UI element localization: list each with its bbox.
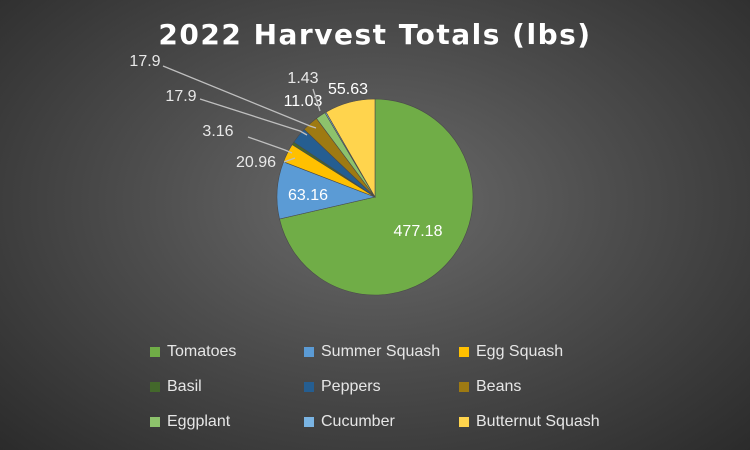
data-label-peppers: 17.9	[165, 88, 196, 105]
chart-title: 2022 Harvest Totals (lbs)	[158, 18, 592, 51]
legend-item-eggplant: Eggplant	[150, 412, 230, 432]
leader-line-cucumber	[312, 88, 321, 112]
legend-swatch	[304, 382, 314, 392]
legend-item-beans: Beans	[459, 377, 521, 397]
leader-line-peppers	[199, 98, 308, 136]
legend-swatch	[150, 347, 160, 357]
data-label-butternut-squash: 55.63	[328, 81, 368, 98]
legend-label: Basil	[167, 378, 202, 395]
leader-line-egg-squash	[283, 157, 296, 163]
legend-item-tomatoes: Tomatoes	[150, 342, 236, 362]
legend-item-butternut-squash: Butternut Squash	[459, 412, 600, 432]
legend-swatch	[304, 347, 314, 357]
legend-label: Eggplant	[167, 413, 231, 430]
legend-swatch	[459, 347, 469, 357]
legend-label: Egg Squash	[476, 343, 564, 360]
legend-item-peppers: Peppers	[304, 377, 381, 397]
data-label-basil: 3.16	[202, 123, 233, 140]
data-label-cucumber: 1.43	[287, 70, 318, 87]
legend-label: Peppers	[321, 378, 381, 395]
data-label-beans: 17.9	[129, 53, 160, 70]
leader-line-beans	[162, 65, 317, 129]
legend-label: Butternut Squash	[476, 413, 600, 430]
pie-slice-butternut-squash	[325, 98, 376, 199]
legend-swatch	[459, 382, 469, 392]
legend-item-basil: Basil	[150, 377, 202, 397]
legend-label: Cucumber	[321, 413, 395, 430]
legend-swatch	[459, 417, 469, 427]
legend-item-summer-squash: Summer Squash	[304, 342, 440, 362]
legend-swatch	[150, 382, 160, 392]
legend-item-egg-squash: Egg Squash	[459, 342, 563, 362]
legend-swatch	[150, 417, 160, 427]
data-label-summer-squash: 63.16	[288, 187, 328, 204]
data-label-egg-squash: 20.96	[236, 154, 276, 171]
pie-slice-tomatoes	[279, 98, 474, 296]
data-label-tomatoes: 477.18	[394, 223, 443, 240]
leader-line-basil	[247, 136, 293, 154]
legend-label: Tomatoes	[167, 343, 237, 360]
data-label-eggplant: 11.03	[284, 93, 323, 110]
legend-label: Summer Squash	[321, 343, 441, 360]
legend-label: Beans	[476, 378, 522, 395]
legend-item-cucumber: Cucumber	[304, 412, 395, 432]
legend-swatch	[304, 417, 314, 427]
